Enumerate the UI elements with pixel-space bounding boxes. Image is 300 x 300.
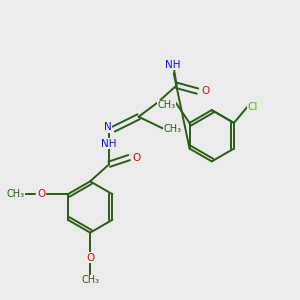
Text: O: O — [133, 153, 141, 163]
Text: CH₃: CH₃ — [81, 275, 99, 285]
Text: NH: NH — [164, 60, 180, 70]
Text: Cl: Cl — [248, 102, 258, 112]
Text: CH₃: CH₃ — [164, 124, 182, 134]
Text: CH₃: CH₃ — [7, 189, 25, 199]
Text: O: O — [37, 189, 46, 199]
Text: NH: NH — [101, 139, 116, 149]
Text: CH₃: CH₃ — [158, 100, 176, 110]
Text: O: O — [201, 86, 209, 96]
Text: N: N — [104, 122, 112, 132]
Text: O: O — [86, 253, 94, 263]
